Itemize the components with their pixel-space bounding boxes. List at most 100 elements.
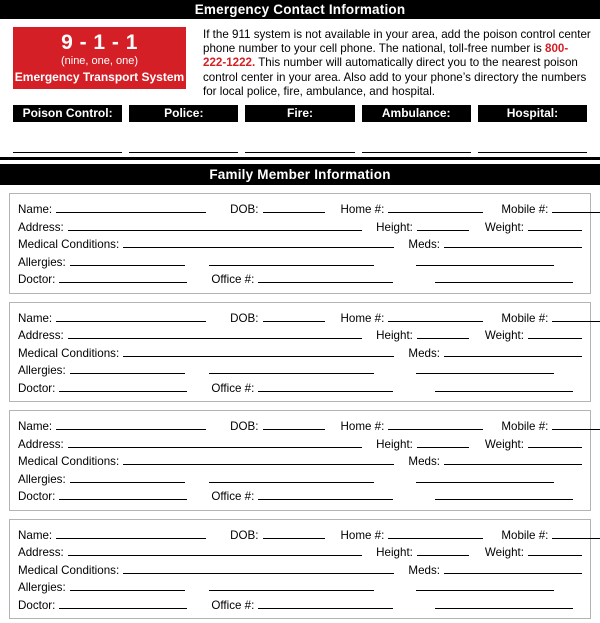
input-allergies-1[interactable] bbox=[69, 361, 185, 375]
input-dob[interactable] bbox=[262, 526, 325, 539]
label-home-number: Home #: bbox=[340, 311, 385, 325]
family-member-block-1: Name: DOB: Home #: Mobile #: Address: He… bbox=[9, 193, 600, 294]
label-home-number: Home #: bbox=[340, 420, 385, 434]
member-row-allergies: Allergies: bbox=[18, 578, 582, 596]
input-address[interactable] bbox=[67, 218, 363, 231]
input-allergies-2[interactable] bbox=[208, 470, 374, 483]
family-member-block-3: Name: DOB: Home #: Mobile #: Address: He… bbox=[9, 410, 600, 511]
label-name: Name: bbox=[18, 203, 53, 217]
label-office-number: Office #: bbox=[211, 273, 255, 287]
intro-text-part2: This number will automatically direct yo… bbox=[203, 56, 587, 98]
input-doctor[interactable] bbox=[59, 596, 188, 609]
input-name[interactable] bbox=[56, 526, 207, 539]
label-doctor: Doctor: bbox=[18, 490, 56, 504]
label-dob: DOB: bbox=[230, 203, 259, 217]
label-address: Address: bbox=[18, 329, 64, 343]
label-meds: Meds: bbox=[408, 346, 440, 360]
input-home-number[interactable] bbox=[388, 200, 484, 214]
input-dob[interactable] bbox=[262, 417, 325, 431]
input-allergies-2[interactable] bbox=[208, 253, 374, 266]
input-weight[interactable] bbox=[528, 435, 582, 448]
label-doctor: Doctor: bbox=[18, 273, 56, 287]
input-doctor[interactable] bbox=[59, 379, 188, 392]
input-meds[interactable] bbox=[444, 452, 582, 466]
input-mobile-number[interactable] bbox=[552, 309, 600, 322]
input-home-number[interactable] bbox=[388, 526, 484, 539]
contact-field-poison-control: Poison Control: bbox=[13, 105, 123, 154]
input-office-number[interactable] bbox=[258, 596, 394, 609]
contact-input-ambulance[interactable] bbox=[361, 122, 471, 154]
member-row-address: Address: Height: Weight: bbox=[18, 326, 582, 344]
emergency-contacts-row: Poison Control: Police: Fire: Ambulance:… bbox=[0, 105, 600, 154]
input-weight[interactable] bbox=[528, 543, 582, 557]
contact-label-police: Police: bbox=[129, 105, 239, 123]
contact-input-police[interactable] bbox=[129, 122, 239, 154]
input-mobile-number[interactable] bbox=[552, 200, 600, 214]
input-office-number[interactable] bbox=[258, 270, 394, 284]
input-office-number[interactable] bbox=[258, 379, 394, 392]
label-address: Address: bbox=[18, 546, 64, 560]
label-medical-conditions: Medical Conditions: bbox=[18, 346, 120, 360]
input-home-number[interactable] bbox=[388, 309, 484, 322]
input-meds[interactable] bbox=[444, 561, 582, 574]
input-allergies-3[interactable] bbox=[415, 253, 554, 266]
contact-input-poison-control[interactable] bbox=[13, 122, 123, 154]
input-meds[interactable] bbox=[444, 235, 582, 249]
family-member-blocks: Name: DOB: Home #: Mobile #: Address: He… bbox=[0, 193, 600, 620]
input-home-number[interactable] bbox=[388, 417, 484, 431]
contact-input-hospital[interactable] bbox=[477, 122, 588, 154]
label-doctor: Doctor: bbox=[18, 598, 56, 612]
input-doctor-extra[interactable] bbox=[435, 487, 574, 501]
input-dob[interactable] bbox=[262, 309, 325, 322]
contact-label-fire: Fire: bbox=[245, 105, 355, 123]
input-height[interactable] bbox=[416, 218, 469, 231]
input-mobile-number[interactable] bbox=[552, 526, 600, 539]
input-height[interactable] bbox=[416, 543, 469, 557]
input-weight[interactable] bbox=[528, 218, 582, 231]
contact-input-fire[interactable] bbox=[245, 122, 355, 154]
911-digits: 9 - 1 - 1 bbox=[61, 31, 138, 54]
input-weight[interactable] bbox=[528, 326, 582, 340]
label-medical-conditions: Medical Conditions: bbox=[18, 238, 120, 252]
contact-label-hospital: Hospital: bbox=[477, 105, 588, 123]
input-height[interactable] bbox=[416, 435, 469, 448]
input-name[interactable] bbox=[56, 309, 207, 322]
input-doctor-extra[interactable] bbox=[435, 596, 574, 609]
input-name[interactable] bbox=[56, 200, 207, 214]
member-row-allergies: Allergies: bbox=[18, 253, 582, 271]
input-medical-conditions[interactable] bbox=[123, 561, 395, 574]
member-row-medical-conditions: Medical Conditions: Meds: bbox=[18, 452, 582, 470]
label-dob: DOB: bbox=[230, 420, 259, 434]
input-address[interactable] bbox=[67, 543, 363, 557]
input-doctor[interactable] bbox=[59, 270, 188, 284]
label-dob: DOB: bbox=[230, 528, 259, 542]
input-allergies-1[interactable] bbox=[69, 470, 185, 483]
section-divider-rule bbox=[0, 157, 600, 161]
input-doctor[interactable] bbox=[59, 487, 188, 501]
input-medical-conditions[interactable] bbox=[123, 344, 395, 357]
input-allergies-2[interactable] bbox=[208, 361, 374, 375]
input-doctor-extra[interactable] bbox=[435, 270, 574, 284]
input-dob[interactable] bbox=[262, 200, 325, 214]
input-medical-conditions[interactable] bbox=[123, 235, 395, 249]
input-mobile-number[interactable] bbox=[552, 417, 600, 431]
label-name: Name: bbox=[18, 420, 53, 434]
emergency-section-title: Emergency Contact Information bbox=[0, 0, 600, 19]
input-address[interactable] bbox=[67, 435, 363, 448]
label-meds: Meds: bbox=[408, 238, 440, 252]
input-meds[interactable] bbox=[444, 344, 582, 357]
input-doctor-extra[interactable] bbox=[435, 379, 574, 392]
input-allergies-3[interactable] bbox=[415, 470, 554, 483]
input-name[interactable] bbox=[56, 417, 207, 431]
input-allergies-1[interactable] bbox=[69, 578, 185, 592]
input-medical-conditions[interactable] bbox=[123, 452, 395, 466]
input-height[interactable] bbox=[416, 326, 469, 340]
member-row-doctor: Doctor: Office #: bbox=[18, 270, 582, 288]
input-address[interactable] bbox=[67, 326, 363, 340]
member-row-medical-conditions: Medical Conditions: Meds: bbox=[18, 235, 582, 253]
input-allergies-2[interactable] bbox=[208, 578, 374, 592]
input-allergies-1[interactable] bbox=[69, 253, 185, 266]
input-allergies-3[interactable] bbox=[415, 578, 554, 592]
input-allergies-3[interactable] bbox=[415, 361, 554, 375]
input-office-number[interactable] bbox=[258, 487, 394, 501]
